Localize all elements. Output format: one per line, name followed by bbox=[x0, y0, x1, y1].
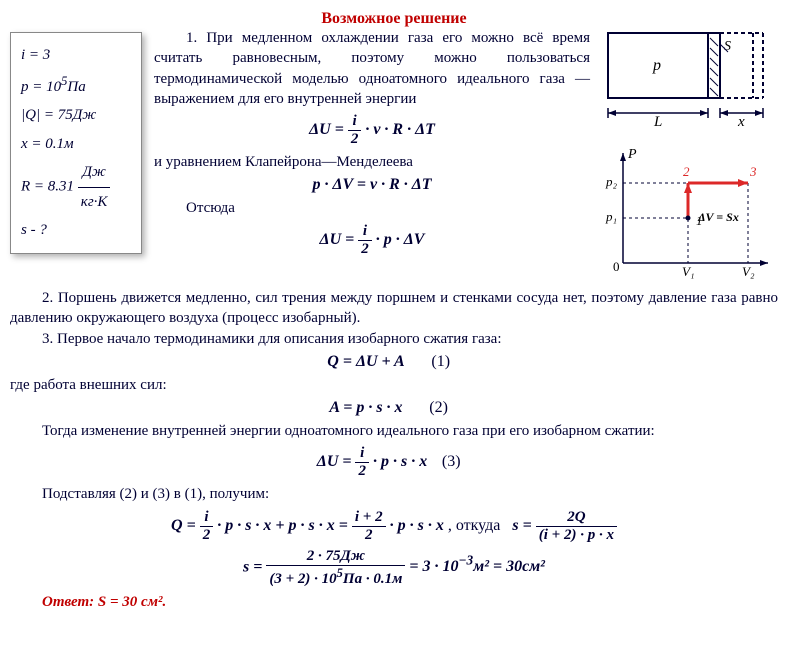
para-5: Тогда изменение внутренней энергии одноа… bbox=[10, 421, 778, 441]
para-4: где работа внешних сил: bbox=[10, 375, 778, 395]
svg-text:3: 3 bbox=[749, 164, 757, 179]
svg-text:x: x bbox=[737, 114, 745, 130]
para-3: 3. Первое начало термодинамики для описа… bbox=[10, 329, 778, 349]
pv-diagram: P 0 p₁ p₂ V₁ V₂ 1 2 3 ΔV = Sx bbox=[598, 143, 778, 288]
svg-text:p: p bbox=[652, 57, 661, 74]
formula-dU3: ΔU = i2 · p · s · x (3) bbox=[10, 445, 778, 480]
svg-text:0: 0 bbox=[613, 259, 620, 274]
given-Q: |Q| = 75Дж bbox=[21, 101, 131, 130]
given-i: i = 3 bbox=[21, 41, 131, 70]
svg-text:V₂: V₂ bbox=[742, 264, 755, 279]
given-unknown: s - ? bbox=[21, 216, 131, 245]
given-x: x = 0.1м bbox=[21, 130, 131, 159]
para-6: Подставляя (2) и (3) в (1), получим: bbox=[10, 484, 778, 504]
given-box: i = 3 p = 105Па |Q| = 75Дж x = 0.1м R = … bbox=[10, 32, 142, 254]
answer-line: Ответ: S = 30 см². bbox=[10, 592, 778, 612]
para-2: 2. Поршень движется медленно, сил трения… bbox=[10, 288, 778, 329]
formula-calc: s = 2 · 75Дж(3 + 2) · 105Па · 0.1м = 3 ·… bbox=[10, 548, 778, 588]
svg-text:ΔV = Sx: ΔV = Sx bbox=[697, 210, 739, 224]
given-R: R = 8.31 Джкг·K bbox=[21, 158, 131, 216]
svg-text:L: L bbox=[653, 114, 662, 130]
formula-A: A = p · s · x (2) bbox=[10, 399, 778, 417]
formula-final1: Q = i2 · p · s · x + p · s · x = i + 22 … bbox=[10, 509, 778, 544]
svg-text:p₂: p₂ bbox=[605, 174, 618, 189]
given-p: p = 105Па bbox=[21, 70, 131, 102]
solution-title: Возможное решение bbox=[10, 10, 778, 28]
diagrams-container: p S L x P 0 p₁ p₂ V₁ bbox=[598, 28, 778, 288]
svg-text:V₁: V₁ bbox=[682, 264, 694, 279]
piston-diagram: p S L x bbox=[598, 28, 778, 133]
svg-text:2: 2 bbox=[683, 164, 690, 179]
svg-text:P: P bbox=[627, 147, 637, 162]
formula-Q: Q = ΔU + A (1) bbox=[10, 353, 778, 371]
svg-text:p₁: p₁ bbox=[605, 209, 617, 224]
